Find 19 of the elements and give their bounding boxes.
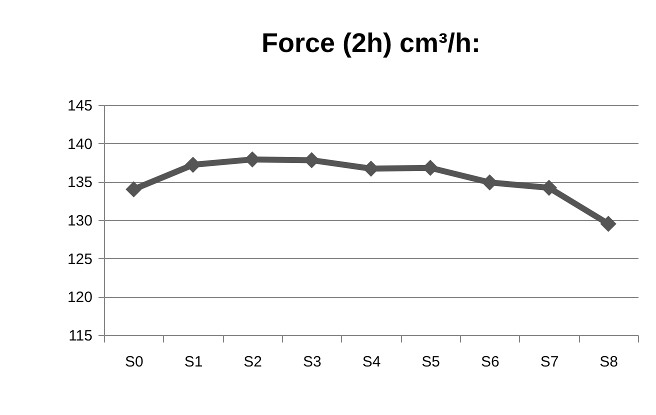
x-tick-label: S2: [244, 354, 262, 370]
y-tick-label: 120: [67, 289, 92, 306]
y-tick-label: 115: [68, 328, 92, 344]
y-tick-label: 145: [67, 98, 92, 114]
x-tick-label: S8: [600, 354, 618, 370]
x-tick-label: S7: [540, 354, 559, 370]
x-tick-label: S6: [480, 354, 500, 370]
y-tick-label: 140: [67, 136, 92, 153]
point: [600, 216, 616, 232]
x-tick-label: S0: [124, 354, 144, 370]
y-tick-label: 135: [67, 174, 92, 192]
x-tick-label: S3: [302, 354, 322, 370]
point: [126, 181, 142, 198]
x-tick-label: S5: [422, 354, 440, 370]
x-tick-label: S4: [362, 354, 381, 370]
y-tick-label: 130: [67, 212, 92, 230]
x-tick-label: S1: [184, 354, 203, 370]
y-tick-label: 125: [67, 250, 92, 268]
chart-title: Force (2h) cm³/h:: [261, 28, 481, 58]
